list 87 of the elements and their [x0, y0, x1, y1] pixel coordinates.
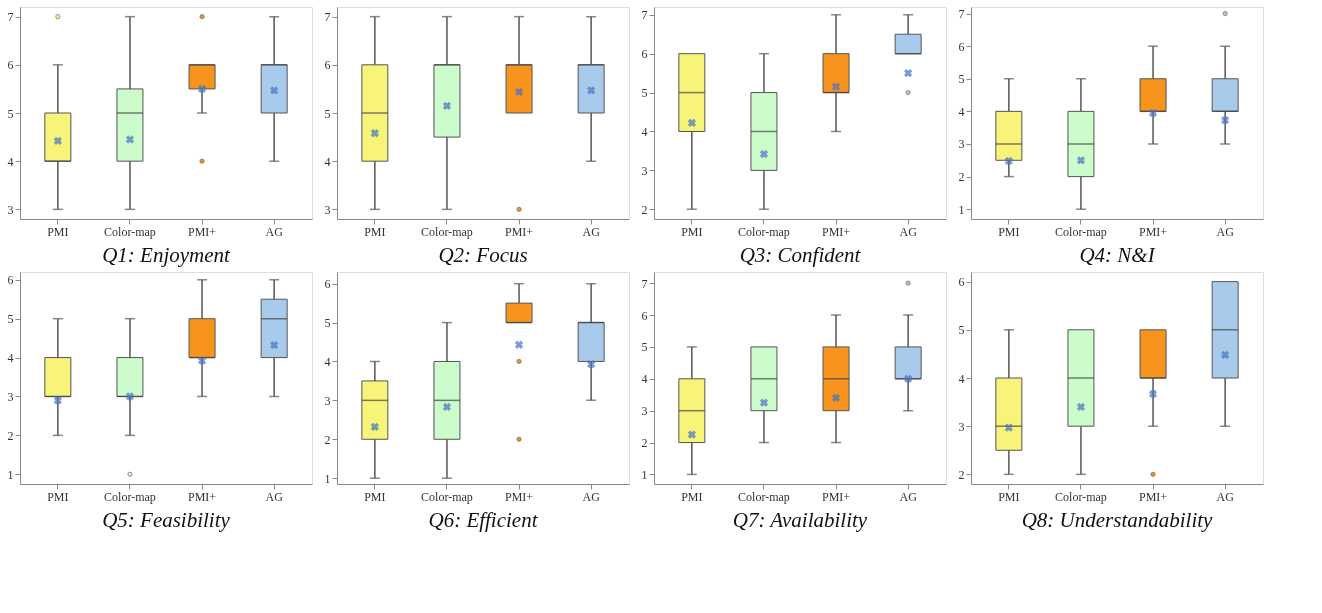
- x-tick-label: Color-map: [738, 224, 790, 239]
- x-tick-label: PMI: [998, 489, 1020, 504]
- y-tick-label: 6: [958, 275, 965, 290]
- x-tick-label: AG: [265, 224, 284, 239]
- y-tick-label: 1: [7, 467, 14, 482]
- y-tick-label: 3: [641, 404, 648, 419]
- text: Q5: Feasibility: [102, 508, 231, 532]
- x-tick-label: Color-map: [738, 489, 790, 504]
- text: Q8: Understandability: [1021, 508, 1214, 532]
- x-tick-label: PMI: [47, 489, 69, 504]
- y-tick-label: 5: [7, 312, 14, 327]
- text: Q2: Focus: [438, 243, 528, 267]
- y-tick-label: 2: [958, 467, 965, 482]
- x-tick-label: PMI: [364, 224, 386, 239]
- y-tick-label: 1: [641, 467, 648, 482]
- y-tick-label: 7: [641, 276, 648, 291]
- x-tick-label: PMI+: [821, 489, 851, 504]
- y-tick-label: 6: [324, 277, 331, 292]
- y-tick-label: 3: [7, 389, 14, 404]
- y-tick-label: 1: [958, 202, 965, 217]
- text: Q3: Confident: [739, 243, 862, 267]
- text: Q7: Availability: [732, 508, 868, 532]
- y-tick-label: 4: [7, 351, 14, 366]
- y-tick-label: 5: [641, 340, 648, 355]
- x-tick-label: Color-map: [1055, 224, 1107, 239]
- x-tick-label: PMI: [681, 489, 703, 504]
- x-tick-label: Color-map: [421, 224, 473, 239]
- x-tick-label: PMI: [998, 224, 1020, 239]
- y-tick-label: 7: [641, 8, 648, 23]
- y-tick-label: 7: [324, 10, 331, 25]
- y-tick-label: 4: [324, 154, 331, 169]
- y-tick-label: 3: [958, 137, 965, 152]
- x-tick-label: AG: [582, 224, 601, 239]
- x-tick-label: PMI+: [504, 224, 534, 239]
- x-tick-label: PMI+: [821, 224, 851, 239]
- y-tick-label: 2: [958, 170, 965, 185]
- y-tick-label: 5: [958, 72, 965, 87]
- y-tick-label: 7: [958, 7, 965, 22]
- y-tick-label: 4: [958, 104, 965, 119]
- y-tick-label: 3: [958, 419, 965, 434]
- x-tick-label: AG: [1216, 224, 1235, 239]
- x-tick-label: PMI+: [187, 489, 217, 504]
- y-tick-label: 4: [641, 124, 648, 139]
- y-tick-label: 4: [324, 354, 331, 369]
- x-tick-label: PMI+: [1138, 489, 1168, 504]
- y-tick-label: 6: [641, 308, 648, 323]
- y-tick-label: 5: [7, 106, 14, 121]
- x-tick-label: PMI: [681, 224, 703, 239]
- x-tick-label: Color-map: [104, 489, 156, 504]
- y-tick-label: 4: [641, 372, 648, 387]
- y-tick-label: 4: [7, 154, 14, 169]
- text: Q4: N&I: [1079, 243, 1156, 267]
- y-tick-label: 5: [958, 323, 965, 338]
- y-tick-label: 6: [7, 58, 14, 73]
- x-tick-label: AG: [899, 224, 918, 239]
- y-tick-label: 3: [324, 202, 331, 217]
- x-tick-label: AG: [265, 489, 284, 504]
- text: Q1: Enjoyment: [102, 243, 232, 267]
- y-tick-label: 5: [324, 316, 331, 331]
- x-tick-label: PMI+: [187, 224, 217, 239]
- y-tick-label: 6: [641, 47, 648, 62]
- x-tick-label: PMI: [47, 224, 69, 239]
- x-tick-label: PMI+: [504, 489, 534, 504]
- y-tick-label: 7: [7, 10, 14, 25]
- y-tick-label: 3: [7, 202, 14, 217]
- y-tick-label: 3: [324, 393, 331, 408]
- y-tick-label: 5: [324, 106, 331, 121]
- x-tick-label: AG: [582, 489, 601, 504]
- x-tick-label: PMI: [364, 489, 386, 504]
- y-tick-label: 6: [7, 273, 14, 288]
- y-tick-label: 2: [641, 202, 648, 217]
- x-tick-label: Color-map: [421, 489, 473, 504]
- y-tick-label: 6: [324, 58, 331, 73]
- y-tick-label: 2: [7, 428, 14, 443]
- x-tick-label: PMI+: [1138, 224, 1168, 239]
- y-tick-label: 2: [324, 432, 331, 447]
- y-tick-label: 5: [641, 86, 648, 101]
- x-tick-label: Color-map: [104, 224, 156, 239]
- y-tick-label: 1: [324, 471, 331, 486]
- x-tick-label: AG: [899, 489, 918, 504]
- x-tick-label: Color-map: [1055, 489, 1107, 504]
- y-tick-label: 2: [641, 436, 648, 451]
- text: Q6: Efficient: [428, 508, 539, 532]
- y-tick-label: 4: [958, 371, 965, 386]
- y-tick-label: 3: [641, 163, 648, 178]
- y-tick-label: 6: [958, 39, 965, 54]
- x-tick-label: AG: [1216, 489, 1235, 504]
